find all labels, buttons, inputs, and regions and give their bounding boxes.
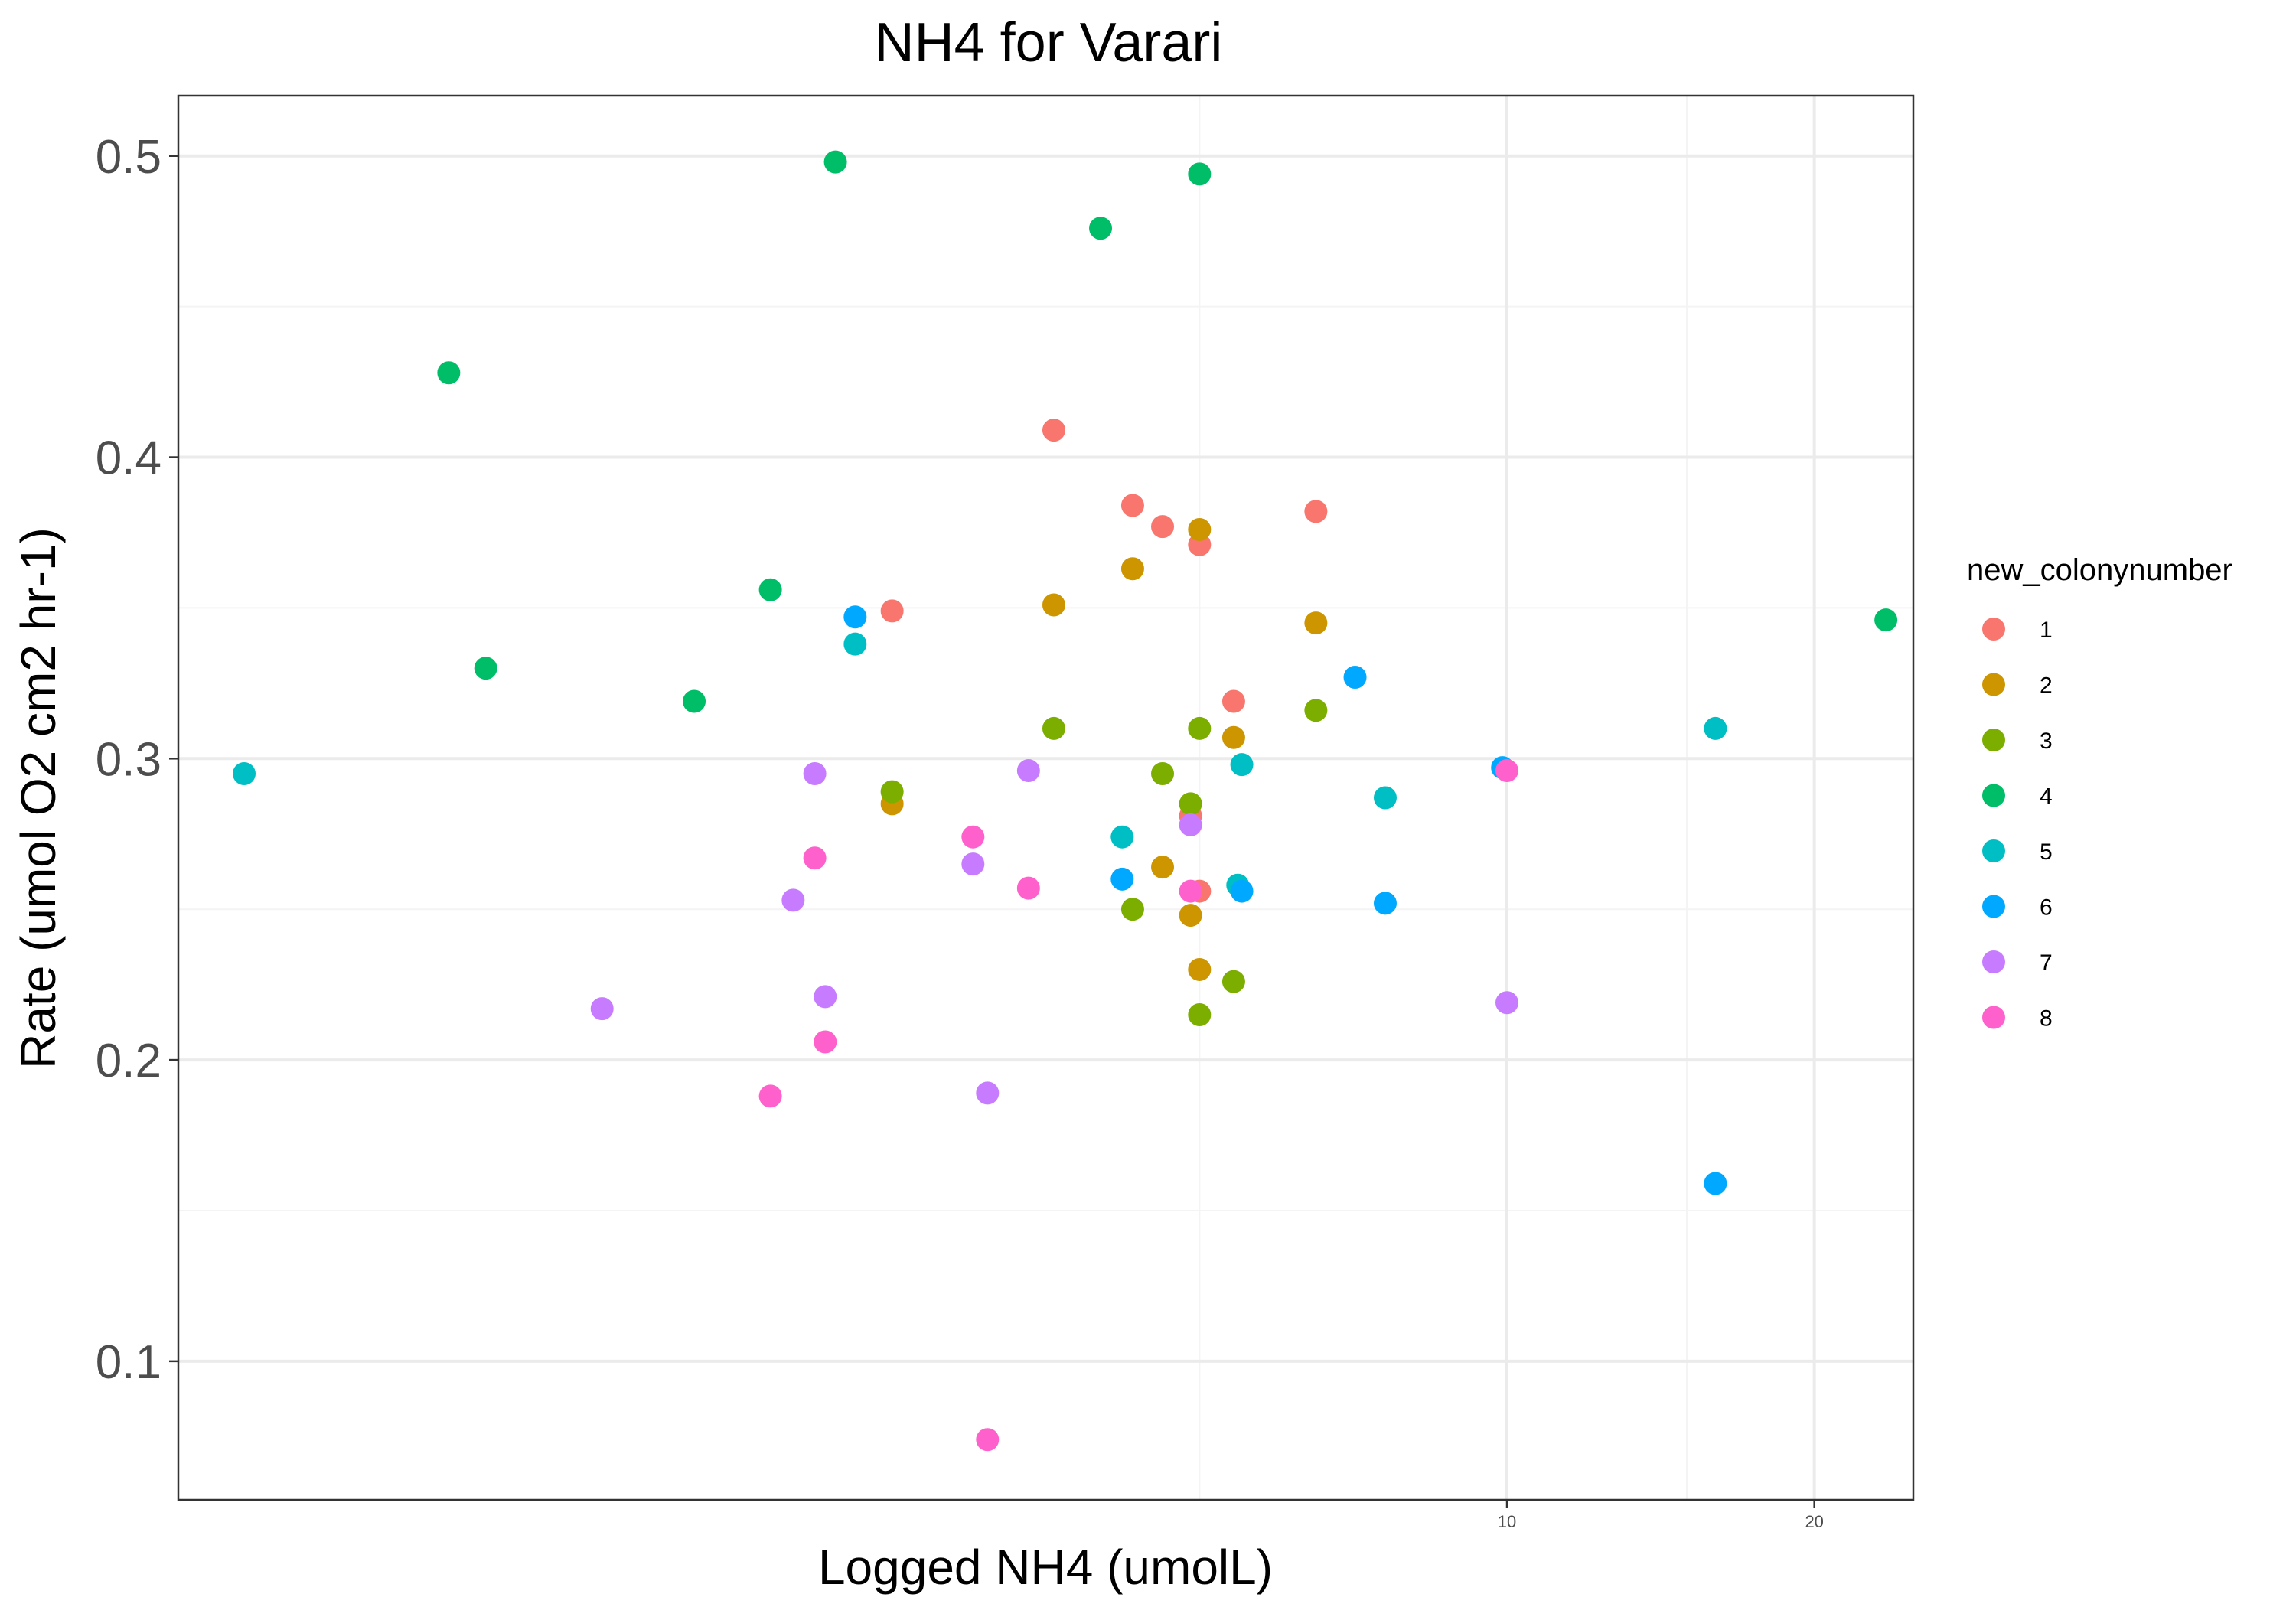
data-point-colony-4 <box>1874 608 1898 632</box>
data-point-colony-3 <box>1120 898 1144 921</box>
data-point-colony-2 <box>1120 557 1144 581</box>
data-point-colony-4 <box>1188 162 1212 186</box>
data-point-colony-2 <box>1188 957 1212 981</box>
data-point-colony-6 <box>1704 1172 1727 1195</box>
legend-label-colony-2: 2 <box>2040 673 2053 699</box>
legend-label-colony-5: 5 <box>2040 839 2053 865</box>
data-points <box>233 150 1898 1452</box>
data-point-colony-3 <box>1221 970 1245 993</box>
data-point-colony-7 <box>961 852 985 876</box>
plot-panel-background <box>178 96 1913 1500</box>
data-point-colony-3 <box>1042 716 1065 740</box>
data-point-colony-6 <box>1373 892 1397 915</box>
data-point-colony-5 <box>1704 716 1727 740</box>
data-point-colony-4 <box>1089 217 1113 240</box>
legend-key-colony-6 <box>1982 895 2005 918</box>
y-tick-label: 0.5 <box>96 131 161 184</box>
data-point-colony-5 <box>843 632 867 656</box>
y-axis: 0.1 0.2 0.3 0.4 0.5 <box>96 131 178 1389</box>
data-point-colony-1 <box>880 599 904 623</box>
data-point-colony-8 <box>1179 879 1202 903</box>
y-tick-label: 0.1 <box>96 1336 161 1389</box>
data-point-colony-7 <box>976 1081 1000 1105</box>
x-tick-label: 20 <box>1805 1512 1823 1531</box>
y-tick-label: 0.4 <box>96 432 161 485</box>
data-point-colony-8 <box>1016 876 1040 900</box>
data-point-colony-1 <box>1304 500 1328 523</box>
data-point-colony-1 <box>1151 515 1175 539</box>
data-point-colony-3 <box>1304 699 1328 722</box>
data-point-colony-3 <box>1188 1003 1212 1027</box>
legend-title: new_colonynumber <box>1967 553 2232 587</box>
data-point-colony-7 <box>1495 991 1519 1015</box>
data-point-colony-6 <box>843 605 867 629</box>
data-point-colony-8 <box>803 846 827 870</box>
data-point-colony-7 <box>781 888 805 912</box>
x-axis-label: Logged NH4 (umolL) <box>818 1540 1273 1595</box>
y-axis-label: Rate (umol O2 cm2 hr-1) <box>11 527 66 1069</box>
legend-label-colony-1: 1 <box>2040 618 2053 643</box>
data-point-colony-2 <box>1221 725 1245 749</box>
legend-label-colony-8: 8 <box>2040 1006 2053 1032</box>
data-point-colony-7 <box>803 761 827 785</box>
legend-key-colony-4 <box>1982 784 2005 807</box>
x-axis: 10 20 <box>1498 1500 1824 1531</box>
data-point-colony-3 <box>1151 761 1175 785</box>
data-point-colony-1 <box>1221 689 1245 713</box>
data-point-colony-6 <box>1230 879 1254 903</box>
data-point-colony-8 <box>961 825 985 849</box>
data-point-colony-7 <box>1016 759 1040 783</box>
data-point-colony-8 <box>1495 759 1519 783</box>
legend-key-colony-5 <box>1982 839 2005 862</box>
data-point-colony-4 <box>474 657 497 680</box>
x-tick-label: 10 <box>1498 1512 1516 1531</box>
data-point-colony-6 <box>1343 665 1367 689</box>
data-point-colony-5 <box>233 761 256 785</box>
data-point-colony-4 <box>683 689 706 713</box>
data-point-colony-3 <box>880 780 904 804</box>
data-point-colony-2 <box>1151 856 1175 879</box>
data-point-colony-8 <box>814 1030 837 1054</box>
legend: new_colonynumber 1 2 3 4 5 6 7 8 <box>1967 553 2232 1032</box>
data-point-colony-1 <box>1120 494 1144 517</box>
data-point-colony-4 <box>437 361 461 385</box>
data-point-colony-4 <box>758 578 782 601</box>
data-point-colony-6 <box>1110 867 1134 891</box>
y-tick-label: 0.3 <box>96 733 161 786</box>
legend-key-colony-8 <box>1982 1006 2005 1029</box>
data-point-colony-3 <box>1179 792 1202 816</box>
legend-label-colony-7: 7 <box>2040 950 2053 976</box>
data-point-colony-7 <box>1179 813 1202 836</box>
legend-key-colony-2 <box>1982 673 2005 696</box>
data-point-colony-7 <box>814 985 837 1009</box>
legend-key-colony-3 <box>1982 729 2005 751</box>
data-point-colony-2 <box>1304 611 1328 635</box>
data-point-colony-3 <box>1188 716 1212 740</box>
legend-label-colony-3: 3 <box>2040 729 2053 754</box>
legend-label-colony-6: 6 <box>2040 895 2053 921</box>
legend-key-colony-1 <box>1982 618 2005 641</box>
legend-label-colony-4: 4 <box>2040 784 2053 810</box>
data-point-colony-5 <box>1110 825 1134 849</box>
legend-key-colony-7 <box>1982 950 2005 973</box>
data-point-colony-7 <box>590 997 614 1021</box>
data-point-colony-2 <box>1188 518 1212 542</box>
plot-panel-border <box>177 94 1915 1501</box>
data-point-colony-4 <box>823 150 847 174</box>
y-tick-label: 0.2 <box>96 1035 161 1087</box>
data-point-colony-2 <box>1042 593 1065 617</box>
data-point-colony-2 <box>1179 904 1202 927</box>
data-point-colony-5 <box>1230 753 1254 777</box>
data-point-colony-8 <box>758 1084 782 1108</box>
chart-title: NH4 for Varari <box>875 12 1223 73</box>
data-point-colony-5 <box>1373 786 1397 810</box>
data-point-colony-1 <box>1042 419 1065 442</box>
data-point-colony-8 <box>976 1428 1000 1452</box>
